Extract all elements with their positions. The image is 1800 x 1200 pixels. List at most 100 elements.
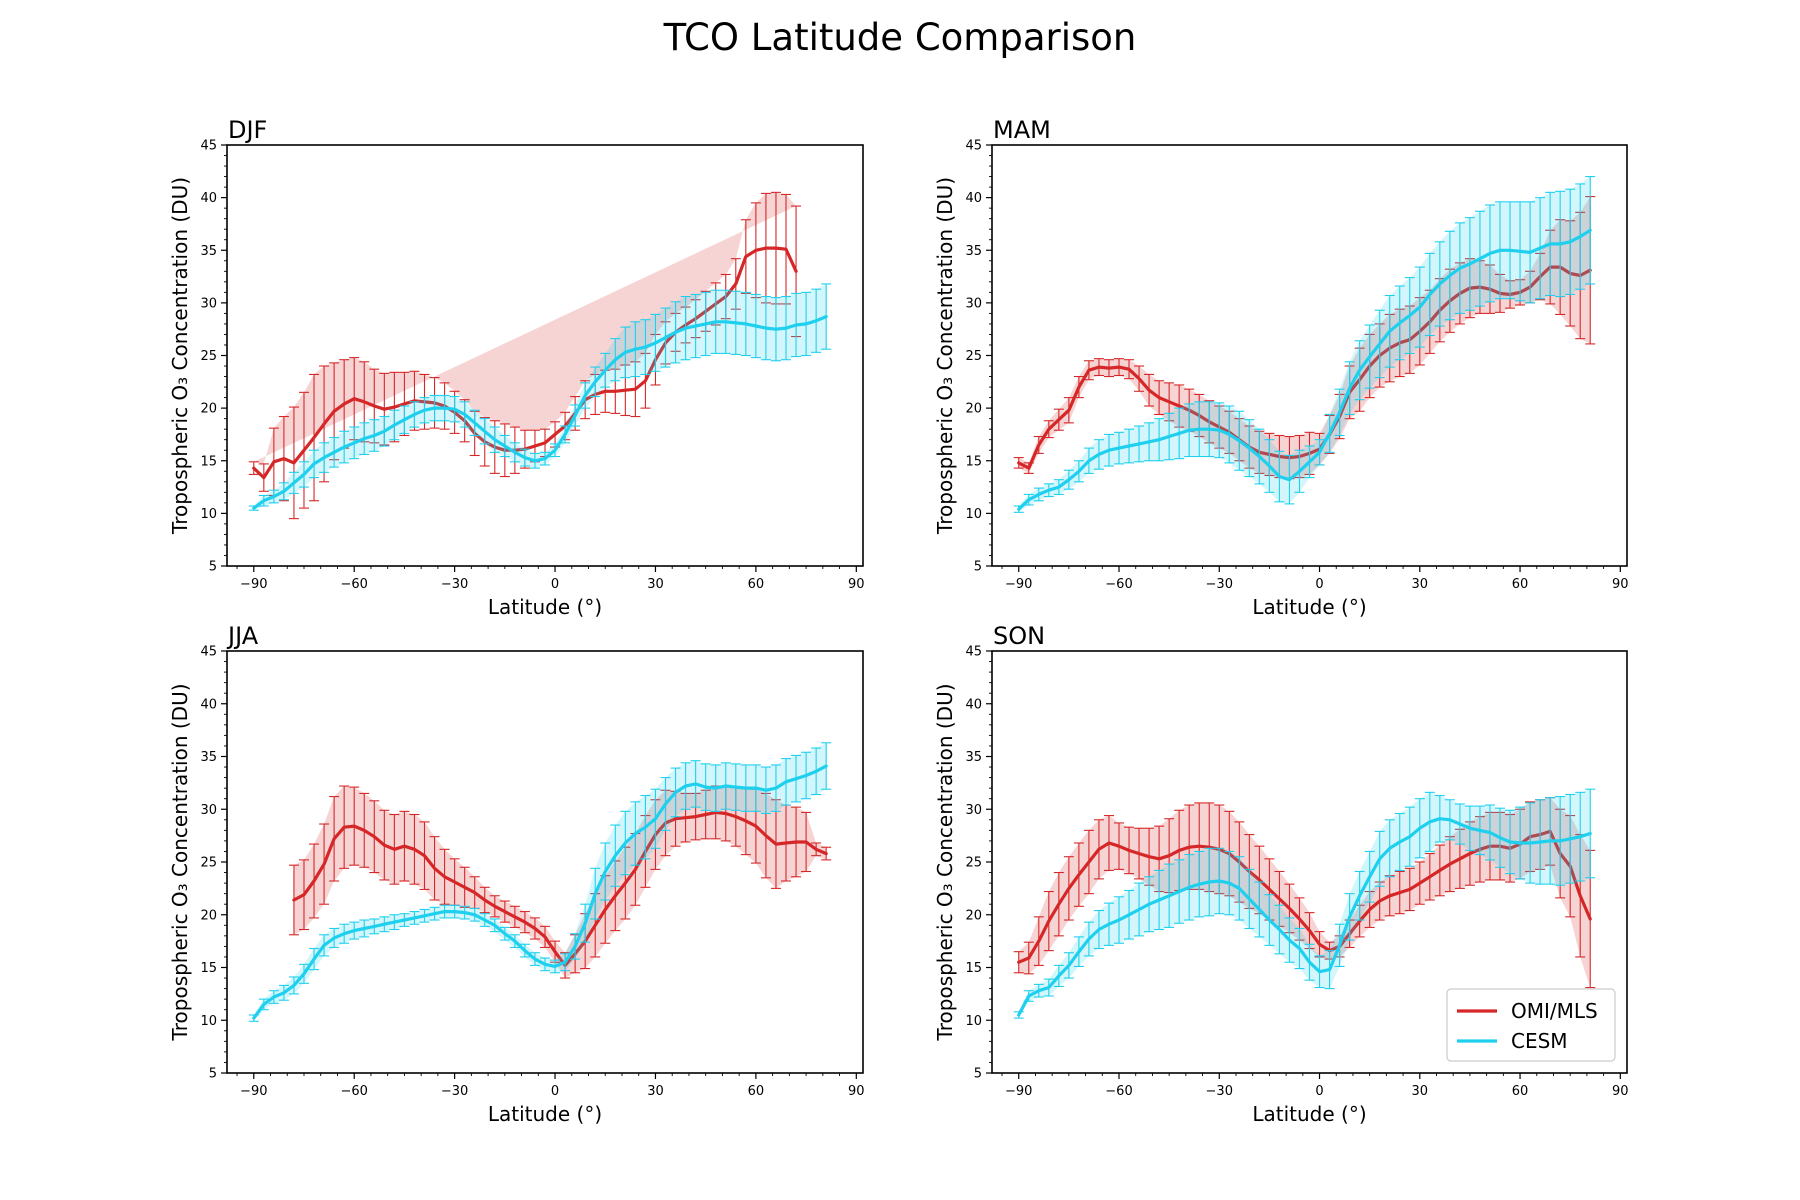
plot-area (1013, 788, 1596, 1019)
x-tick-label: −60 (1105, 1084, 1132, 1099)
y-tick-label: 25 (965, 856, 982, 871)
x-tick-label: −60 (340, 1084, 367, 1099)
y-tick-label: 20 (965, 402, 982, 417)
x-tick-label: 60 (1512, 577, 1529, 592)
omi-error-band (1018, 797, 1591, 988)
y-tick-label: 35 (200, 244, 217, 259)
y-tick-label: 20 (200, 402, 217, 417)
x-tick-label: 30 (1412, 577, 1429, 592)
y-tick-label: 40 (200, 697, 217, 712)
y-tick-label: 30 (200, 296, 217, 311)
y-tick-label: 20 (200, 908, 217, 923)
x-tick-label: −30 (441, 577, 468, 592)
cesm-series-line (1017, 228, 1592, 511)
y-tick-label: 15 (200, 961, 217, 976)
x-tick-label: 0 (1315, 577, 1323, 592)
x-axis-label: Latitude (°) (488, 1102, 602, 1126)
omi-error-band (293, 786, 827, 978)
omi-error-band (1018, 196, 1591, 479)
x-tick-label: −30 (1206, 1084, 1233, 1099)
x-axis-label: Latitude (°) (488, 595, 602, 619)
legend: OMI/MLS CESM (1446, 988, 1616, 1062)
y-tick-label: 10 (965, 1014, 982, 1029)
y-tick-label: 30 (965, 803, 982, 818)
y-tick-label: 45 (965, 139, 982, 154)
legend-label-cesm: CESM (1511, 1029, 1568, 1053)
y-tick-label: 10 (200, 1014, 217, 1029)
y-tick-label: 40 (965, 697, 982, 712)
y-tick-label: 45 (965, 645, 982, 660)
omi-series-line (1017, 829, 1592, 964)
y-tick-label: 45 (200, 139, 217, 154)
y-tick-label: 15 (965, 961, 982, 976)
y-tick-label: 25 (965, 349, 982, 364)
x-tick-label: −60 (1105, 577, 1132, 592)
x-tick-label: 30 (647, 1084, 664, 1099)
x-tick-label: 0 (551, 1084, 559, 1099)
x-tick-label: −60 (340, 577, 367, 592)
cesm-error-band (1018, 176, 1591, 513)
y-tick-label: 40 (965, 191, 982, 206)
y-tick-label: 15 (200, 454, 217, 469)
x-axis-label: Latitude (°) (1252, 1102, 1366, 1126)
x-tick-label: −90 (240, 1084, 267, 1099)
x-tick-label: 90 (1612, 577, 1629, 592)
legend-frame (1446, 988, 1616, 1062)
cesm-series-line (1017, 817, 1592, 1017)
y-tick-label: 25 (200, 349, 217, 364)
y-axis-label: Tropospheric O₃ Concentration (DU) (168, 177, 192, 535)
plot-area (1013, 176, 1596, 513)
plot-area (248, 742, 832, 1022)
panel-son: −90 −60 −30 0 30 60 90 5 10 15 20 25 30 35 40 45 SON Lati… (933, 622, 1629, 1126)
x-axis-label: Latitude (°) (1252, 595, 1366, 619)
x-tick-label: −30 (1206, 577, 1233, 592)
y-tick-label: 5 (974, 1067, 982, 1082)
x-tick-label: 60 (748, 1084, 765, 1099)
cesm-error-band (1018, 789, 1591, 1019)
y-tick-label: 35 (965, 750, 982, 765)
y-tick-label: 20 (965, 908, 982, 923)
y-tick-label: 5 (209, 1067, 217, 1082)
omi-error-band (253, 192, 797, 464)
x-tick-label: 60 (748, 577, 765, 592)
cesm-error-band (253, 283, 827, 511)
y-axis-label: Tropospheric O₃ Concentration (DU) (168, 683, 192, 1041)
x-tick-label: 90 (848, 1084, 865, 1099)
y-tick-label: 35 (200, 750, 217, 765)
x-tick-label: −90 (1005, 577, 1032, 592)
x-tick-label: 60 (1512, 1084, 1529, 1099)
y-tick-label: 40 (200, 191, 217, 206)
y-tick-label: 35 (965, 244, 982, 259)
y-tick-label: 25 (200, 856, 217, 871)
y-axis-label: Tropospheric O₃ Concentration (DU) (933, 177, 957, 535)
panel-jja: −90 −60 −30 0 30 60 90 5 10 15 20 25 30 35 40 45 JJA Lati… (168, 622, 865, 1126)
x-tick-label: 30 (1412, 1084, 1429, 1099)
plot-area (248, 191, 832, 520)
y-tick-label: 30 (200, 803, 217, 818)
y-tick-label: 45 (200, 645, 217, 660)
omi-series-line (1017, 265, 1592, 470)
cesm-series-line (252, 315, 828, 510)
legend-label-omi: OMI/MLS (1511, 999, 1598, 1023)
y-tick-label: 5 (974, 560, 982, 575)
panel-djf: −90 −60 −30 0 30 60 90 5 10 15 20 25 30 35 40 45 DJF Lati… (168, 116, 865, 619)
cesm-error-band (253, 742, 827, 1022)
y-axis-label: Tropospheric O₃ Concentration (DU) (933, 683, 957, 1041)
x-tick-label: 0 (1315, 1084, 1323, 1099)
panel-mam: −90 −60 −30 0 30 60 90 5 10 15 20 25 30 35 40 45 MAM Lati… (933, 116, 1629, 619)
panel-title: DJF (228, 116, 267, 144)
x-tick-label: −90 (1005, 1084, 1032, 1099)
x-tick-label: −90 (240, 577, 267, 592)
panel-title: SON (993, 622, 1045, 650)
omi-series-line (292, 810, 828, 968)
y-tick-label: 5 (209, 560, 217, 575)
panel-title: MAM (993, 116, 1051, 144)
y-tick-label: 30 (965, 296, 982, 311)
figure-title: TCO Latitude Comparison (663, 16, 1137, 59)
y-tick-label: 15 (965, 454, 982, 469)
panel-title: JJA (226, 622, 259, 650)
y-tick-label: 10 (965, 507, 982, 522)
y-tick-label: 10 (200, 507, 217, 522)
x-tick-label: 90 (848, 577, 865, 592)
